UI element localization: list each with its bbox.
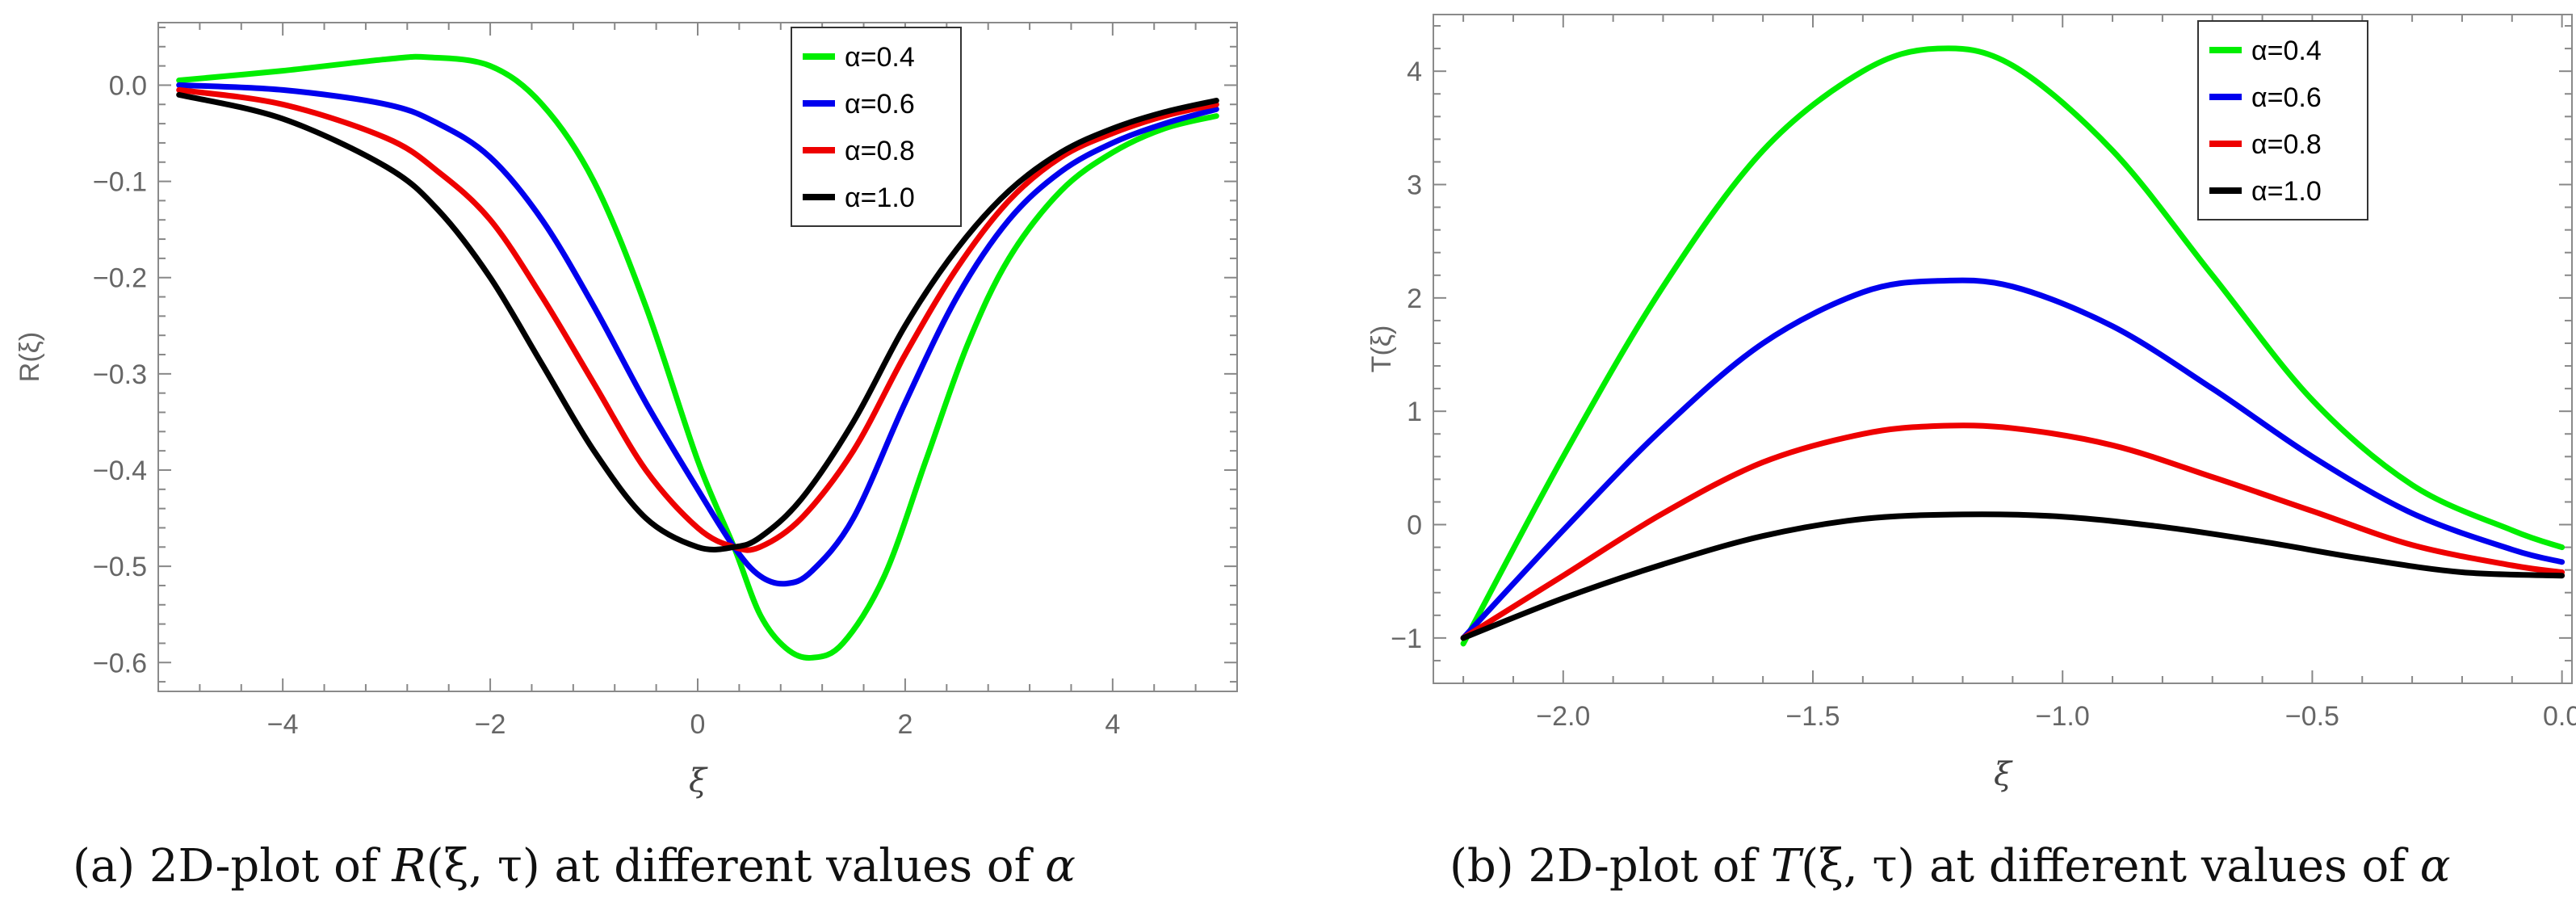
caption-b-func: T: [1770, 840, 1802, 892]
y-tick-label: 0.0: [109, 70, 147, 101]
series-line: [1460, 422, 2566, 641]
legend-label: α=0.8: [2251, 129, 2322, 160]
x-tick-label: −1.0: [2036, 701, 2090, 732]
caption-a-args: (ξ, τ): [426, 840, 540, 892]
x-tick-label: 0.0: [2543, 701, 2576, 732]
caption-a-label: (a): [73, 840, 136, 892]
legend-label: α=0.4: [2251, 36, 2322, 66]
legend-label: α=1.0: [2251, 176, 2322, 207]
legend-label: α=0.8: [845, 136, 915, 166]
y-axis-label: T(ξ): [1366, 326, 1397, 373]
series-line: [176, 53, 1219, 661]
plot-frame: [1433, 14, 2573, 684]
y-tick-label: −0.5: [93, 552, 147, 582]
plot-frame: [157, 22, 1238, 692]
x-tick-label: −1.5: [1785, 701, 1840, 732]
caption-a: (a) 2D-plot of R(ξ, τ) at different valu…: [73, 840, 1076, 892]
y-tick-label: −0.4: [93, 456, 147, 486]
caption-b-middle: at different values of: [1915, 840, 2420, 892]
caption-a-func: R: [392, 840, 426, 892]
series-line: [1460, 511, 2566, 641]
x-axis-label: ξ: [689, 762, 708, 800]
legend-label: α=1.0: [845, 183, 915, 213]
legend-box: [2197, 20, 2368, 220]
x-tick-label: −0.5: [2285, 701, 2339, 732]
legend-box: [791, 27, 962, 227]
legend-label: α=0.6: [845, 89, 915, 120]
series-line: [176, 91, 1219, 552]
x-axis-label: ξ: [1994, 756, 2013, 793]
chart-r: −4 −2 0 2 4 0.0 −0.1 −0.2 −0.3 −0.4 −0.5 −0.6 ξ R(ξ) α…: [15, 22, 1238, 800]
x-tick-label: −2.0: [1536, 701, 1590, 732]
y-tick-label: 2: [1407, 284, 1422, 314]
caption-b-param: α: [2419, 840, 2451, 892]
x-tick-label: −4: [267, 709, 299, 740]
caption-b-args: (ξ, τ): [1801, 840, 1915, 892]
y-tick-label: 3: [1407, 170, 1422, 201]
y-tick-label: 4: [1407, 57, 1422, 87]
x-tick-label: 2: [897, 709, 913, 740]
caption-a-middle: at different values of: [539, 840, 1046, 892]
caption-b-label: (b): [1450, 840, 1514, 892]
series-line: [1460, 45, 2566, 647]
y-tick-label: −0.6: [93, 648, 147, 678]
caption-b: (b) 2D-plot of T(ξ, τ) at different valu…: [1450, 840, 2451, 892]
caption-a-prefix: 2D-plot of: [149, 840, 392, 892]
y-tick-label: −0.2: [93, 263, 147, 294]
y-tick-label: −1: [1391, 624, 1422, 654]
caption-b-prefix: 2D-plot of: [1528, 840, 1771, 892]
legend-label: α=0.4: [845, 42, 915, 73]
caption-a-param: α: [1045, 840, 1076, 892]
series-line: [176, 82, 1219, 587]
y-tick-label: 0: [1407, 510, 1422, 541]
y-tick-label: −0.3: [93, 359, 147, 390]
x-tick-label: 0: [690, 709, 706, 740]
x-tick-label: 4: [1105, 709, 1120, 740]
x-tick-label: −2: [475, 709, 506, 740]
legend-label: α=0.6: [2251, 82, 2322, 113]
y-axis-label: R(ξ): [15, 332, 45, 382]
series-line: [1460, 277, 2566, 641]
y-tick-label: −0.1: [93, 167, 147, 198]
series-line: [176, 86, 1219, 553]
y-tick-label: 1: [1407, 397, 1422, 427]
chart-t: −2.0 −1.5 −1.0 −0.5 0.0 −1 0 1 2 3 4 ξ T(ξ) α=0.4 α=0.…: [1366, 14, 2576, 793]
